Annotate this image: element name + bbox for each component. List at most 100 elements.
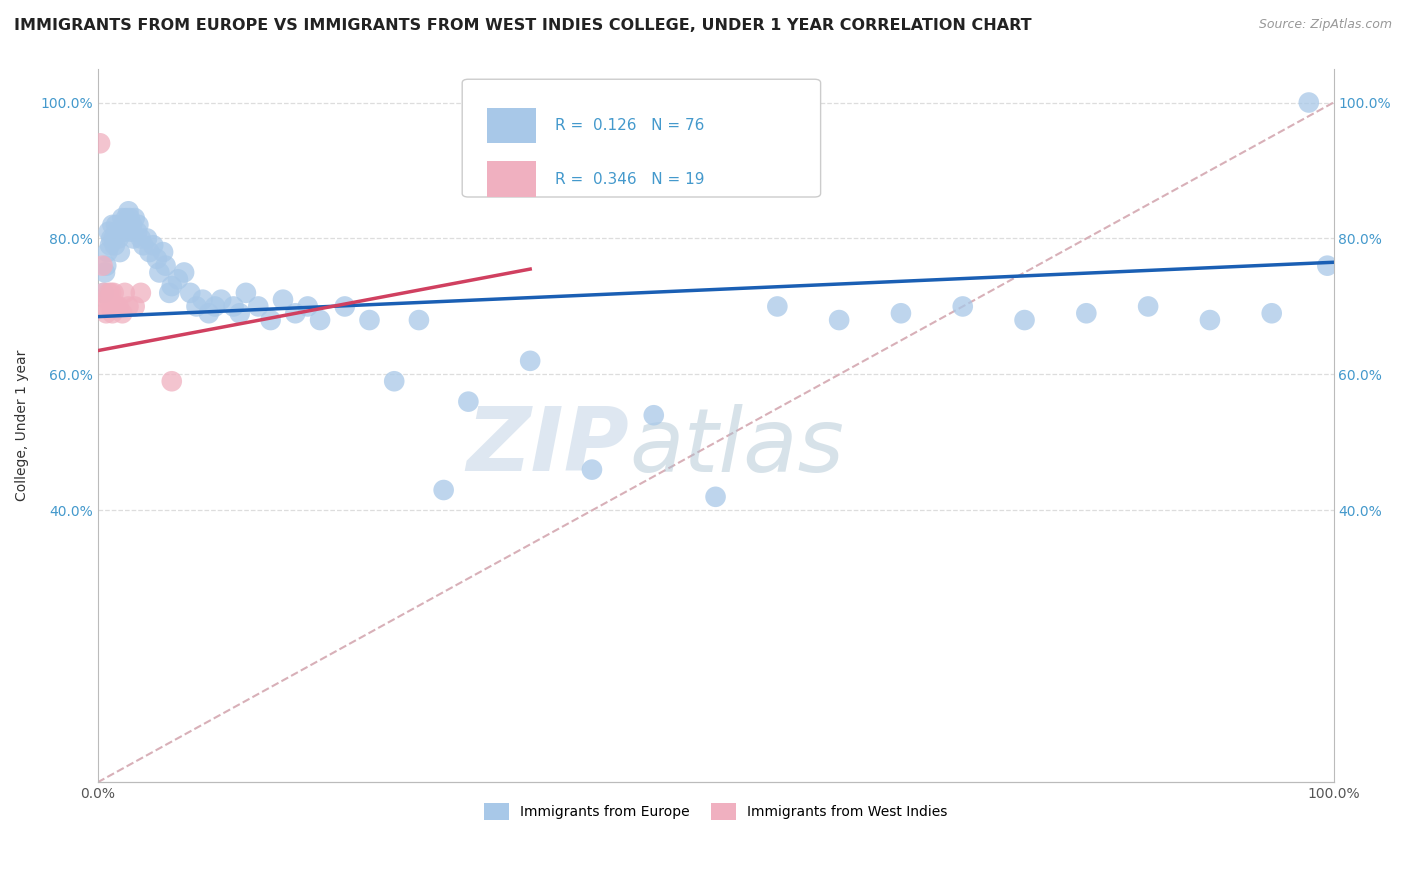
Point <box>105 300 128 314</box>
Point <box>359 313 381 327</box>
Point <box>643 409 665 423</box>
Point <box>114 225 136 239</box>
Point <box>103 285 125 300</box>
Text: ZIP: ZIP <box>467 403 628 491</box>
Point <box>120 225 142 239</box>
Point <box>1298 95 1320 110</box>
Point <box>433 483 456 497</box>
Point <box>160 374 183 388</box>
Point <box>271 293 294 307</box>
Point <box>111 306 134 320</box>
FancyBboxPatch shape <box>463 79 821 197</box>
Point <box>297 300 319 314</box>
Point <box>382 374 405 388</box>
Point <box>157 285 180 300</box>
Point <box>1199 313 1222 327</box>
Point <box>766 300 789 314</box>
Point <box>198 306 221 320</box>
Point <box>519 354 541 368</box>
Point <box>112 218 135 232</box>
Point <box>173 265 195 279</box>
Point <box>142 238 165 252</box>
Point <box>100 231 122 245</box>
Point <box>309 313 332 327</box>
Point <box>124 300 146 314</box>
Point <box>229 306 252 320</box>
Text: atlas: atlas <box>628 404 844 490</box>
Point <box>1260 306 1282 320</box>
Point <box>1014 313 1036 327</box>
Point <box>111 211 134 225</box>
Point <box>107 300 129 314</box>
FancyBboxPatch shape <box>486 108 536 144</box>
Point <box>127 225 149 239</box>
Point <box>179 285 201 300</box>
Point <box>235 285 257 300</box>
Point <box>97 285 120 300</box>
Point <box>93 285 115 300</box>
Point <box>138 245 160 260</box>
Y-axis label: College, Under 1 year: College, Under 1 year <box>15 350 30 501</box>
Point <box>115 211 138 225</box>
Point <box>103 231 125 245</box>
Point <box>105 218 128 232</box>
Text: R =  0.346   N = 19: R = 0.346 N = 19 <box>555 171 704 186</box>
FancyBboxPatch shape <box>486 161 536 197</box>
Point <box>93 285 115 300</box>
Point <box>114 285 136 300</box>
Point <box>118 211 141 225</box>
Point <box>105 225 128 239</box>
Point <box>96 293 118 307</box>
Point <box>146 252 169 266</box>
Point <box>132 238 155 252</box>
Point <box>108 245 131 260</box>
Text: R =  0.126   N = 76: R = 0.126 N = 76 <box>555 118 704 133</box>
Point <box>104 238 127 252</box>
Point <box>117 218 139 232</box>
Point <box>408 313 430 327</box>
Point <box>100 285 122 300</box>
Point <box>107 231 129 245</box>
Point <box>148 265 170 279</box>
Point <box>98 238 121 252</box>
Point <box>581 462 603 476</box>
Point <box>209 293 232 307</box>
Point <box>333 300 356 314</box>
Point <box>89 136 111 151</box>
Point <box>152 245 174 260</box>
Point <box>91 259 114 273</box>
Point <box>101 218 124 232</box>
Point <box>1316 259 1339 273</box>
Point <box>284 306 307 320</box>
Point <box>160 279 183 293</box>
Point <box>127 218 149 232</box>
Point <box>136 231 159 245</box>
Point <box>129 285 152 300</box>
Point <box>204 300 226 314</box>
Point <box>1076 306 1098 320</box>
Text: Source: ZipAtlas.com: Source: ZipAtlas.com <box>1258 18 1392 31</box>
Point <box>890 306 912 320</box>
Point <box>96 306 118 320</box>
Point <box>97 225 120 239</box>
Point <box>952 300 974 314</box>
Point <box>101 306 124 320</box>
Point <box>191 293 214 307</box>
Point <box>704 490 727 504</box>
Point <box>1137 300 1160 314</box>
Point <box>94 300 117 314</box>
Point <box>828 313 851 327</box>
Point <box>117 204 139 219</box>
Point <box>259 313 281 327</box>
Point <box>129 231 152 245</box>
Point <box>457 394 479 409</box>
Point <box>155 259 177 273</box>
Point <box>222 300 245 314</box>
Point <box>96 259 118 273</box>
Text: IMMIGRANTS FROM EUROPE VS IMMIGRANTS FROM WEST INDIES COLLEGE, UNDER 1 YEAR CORR: IMMIGRANTS FROM EUROPE VS IMMIGRANTS FRO… <box>14 18 1032 33</box>
Point <box>121 218 143 232</box>
Point <box>186 300 208 314</box>
Point <box>98 300 121 314</box>
Point <box>122 231 145 245</box>
Legend: Immigrants from Europe, Immigrants from West Indies: Immigrants from Europe, Immigrants from … <box>478 797 953 825</box>
